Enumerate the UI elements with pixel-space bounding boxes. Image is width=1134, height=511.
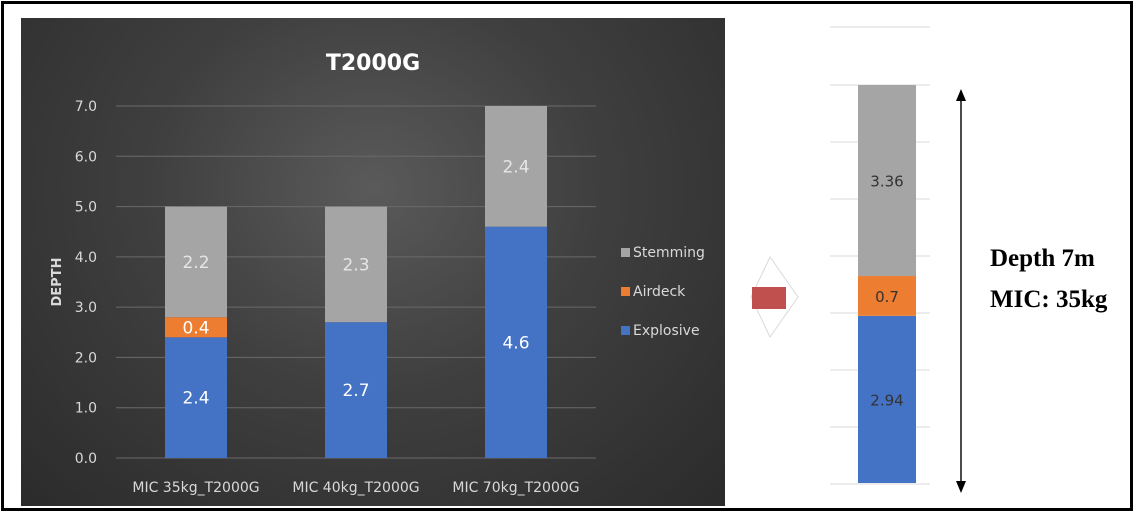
depth-profile-chart: 2.94 0.7 3.36: [830, 26, 966, 493]
data-label: 2.7: [342, 381, 369, 401]
y-tick-label: 2.0: [75, 350, 97, 366]
bar-stemming: [325, 206, 387, 323]
data-label: 0.4: [182, 318, 209, 338]
data-label: 0.7: [875, 288, 899, 306]
depth-label: Depth 7m: [990, 245, 1095, 272]
y-tick-label: 0.0: [75, 451, 97, 467]
data-label: 2.4: [182, 389, 209, 409]
legend-entry: Explosive: [633, 323, 700, 339]
y-axis-label: DEPTH: [50, 258, 65, 307]
bar-airdeck: [165, 317, 227, 338]
legend-entry: Stemming: [633, 245, 705, 261]
mic-label: MIC: 35kg: [990, 286, 1108, 313]
y-tick-label: 3.0: [75, 300, 97, 316]
x-tick-label: MIC 70kg_T2000G: [452, 480, 579, 496]
depth-annotation: Depth 7m MIC: 35kg: [990, 238, 1107, 320]
chart-title: T2000G: [326, 51, 420, 76]
bar-explosive: [165, 337, 227, 458]
y-tick-label: 5.0: [75, 200, 97, 216]
data-label: 2.2: [182, 253, 209, 273]
legend-swatch: [621, 287, 630, 296]
bar-airdeck: [858, 276, 916, 316]
transition-arrow: [748, 252, 808, 347]
data-label: 2.94: [870, 391, 903, 409]
bar-stemming: [165, 206, 227, 318]
right-arrow-icon: [750, 256, 799, 338]
arrow-up-icon: [956, 89, 966, 101]
y-tick-label: 7.0: [75, 99, 97, 115]
arrow-down-icon: [956, 481, 966, 493]
x-tick-label: MIC 40kg_T2000G: [292, 480, 419, 496]
data-label: 2.3: [342, 255, 369, 275]
y-tick-label: 1.0: [75, 401, 97, 417]
main-chart: T2000G 0.0 1.0 2.0 3.0 4.0 5.0 6.0 7.0 DEPTH 2.4 0.…: [50, 51, 705, 496]
y-tick-label: 6.0: [75, 149, 97, 165]
bar-stemming: [485, 106, 547, 227]
data-label: 2.4: [502, 157, 529, 177]
bar-stemming: [858, 85, 916, 277]
data-label: 3.36: [870, 173, 903, 191]
legend-swatch: [621, 326, 630, 335]
y-tick-label: 4.0: [75, 250, 97, 266]
data-label: 4.6: [502, 333, 529, 353]
legend-entry: Airdeck: [633, 284, 686, 300]
x-tick-label: MIC 35kg_T2000G: [132, 480, 259, 496]
bar-explosive: [485, 226, 547, 458]
bar-explosive: [325, 322, 387, 458]
legend-swatch: [621, 248, 630, 257]
bar-explosive: [858, 315, 916, 483]
